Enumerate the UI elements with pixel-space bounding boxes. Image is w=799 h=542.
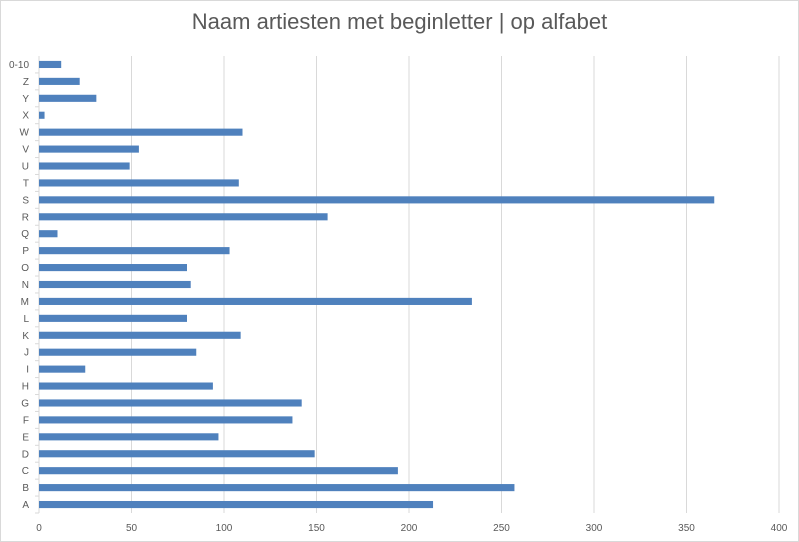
x-tick-label: 200 [401,523,418,534]
y-tick-label: A [22,500,29,511]
x-tick-label: 400 [771,523,788,534]
bar-J [39,348,197,356]
y-tick-label: N [22,280,29,291]
y-tick-label: 0-10 [9,60,29,71]
bar-W [39,128,243,136]
x-tick-label: 50 [126,523,138,534]
bar-P [39,247,230,255]
bar-V [39,145,139,153]
y-tick-label: G [21,398,29,409]
bar-E [39,433,219,441]
bar-Y [39,94,97,102]
bar-Q [39,230,58,238]
y-tick-label: W [20,128,30,139]
y-tick-label: Q [21,229,29,240]
bar-D [39,450,315,458]
x-tick-label: 100 [216,523,233,534]
x-tick-label: 250 [493,523,510,534]
y-tick-label: B [22,483,29,494]
y-tick-label: T [23,178,29,189]
bar-K [39,331,241,339]
bar-U [39,162,130,170]
bar-F [39,416,293,424]
y-tick-label: R [22,212,29,223]
y-tick-label: I [26,365,29,376]
y-tick-label: H [22,382,29,393]
bar-C [39,467,398,475]
y-tick-label: E [22,432,29,443]
y-tick-label: U [22,162,29,173]
y-tick-label: M [21,297,29,308]
y-tick-label: S [22,195,29,206]
x-tick-label: 350 [678,523,695,534]
y-tick-label: Y [22,94,29,105]
bar-Z [39,77,80,85]
y-tick-label: V [22,145,29,156]
y-tick-label: D [22,449,29,460]
bar-0-10 [39,60,62,69]
bar-X [39,111,45,119]
bar-I [39,365,86,373]
bar-S [39,196,715,204]
x-tick-label: 0 [36,523,42,534]
y-tick-label: Z [23,77,29,88]
bar-M [39,297,472,305]
bar-N [39,280,191,289]
y-tick-label: X [22,111,29,122]
bar-G [39,399,302,407]
y-tick-label: K [22,331,29,342]
x-tick-label: 150 [308,523,325,534]
chart-title: Naam artiesten met beginletter | op alfa… [191,9,608,34]
bar-A [39,500,434,509]
y-tick-label: P [22,246,29,257]
bar-L [39,314,187,322]
bar-R [39,213,328,221]
y-tick-label: L [23,314,29,325]
y-tick-label: C [22,466,29,477]
bar-B [39,484,515,492]
x-tick-label: 300 [586,523,603,534]
bar-O [39,264,187,272]
bar-T [39,179,239,187]
y-tick-label: O [21,263,29,274]
bar-H [39,382,213,390]
y-tick-label: J [24,348,29,359]
y-tick-label: F [23,415,29,426]
